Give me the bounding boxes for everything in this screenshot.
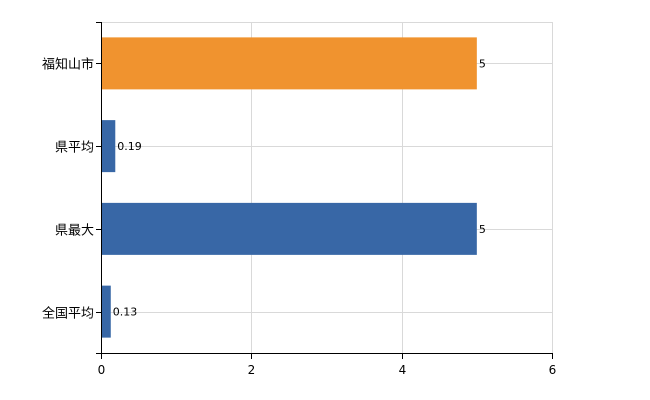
bar-2 [101,202,477,255]
data-label-3: 0.13 [113,306,138,319]
category-label-2: 県最大 [55,224,94,239]
x-tick-label-3: 6 [549,363,557,377]
category-label-1: 県平均 [55,141,94,156]
x-tick-label-2: 4 [399,363,407,377]
data-label-0: 5 [479,57,486,70]
category-label-3: 全国平均 [42,306,94,322]
axes [96,22,553,359]
x-tick-label-0: 0 [98,363,106,377]
bar-3 [101,285,111,338]
data-label-1: 0.19 [117,140,142,153]
x-tick-label-1: 2 [248,363,256,377]
bar-1 [101,120,116,173]
bar-0 [101,37,477,90]
data-label-2: 5 [479,223,486,236]
category-label-0: 福知山市 [42,57,94,73]
bars [101,37,477,338]
